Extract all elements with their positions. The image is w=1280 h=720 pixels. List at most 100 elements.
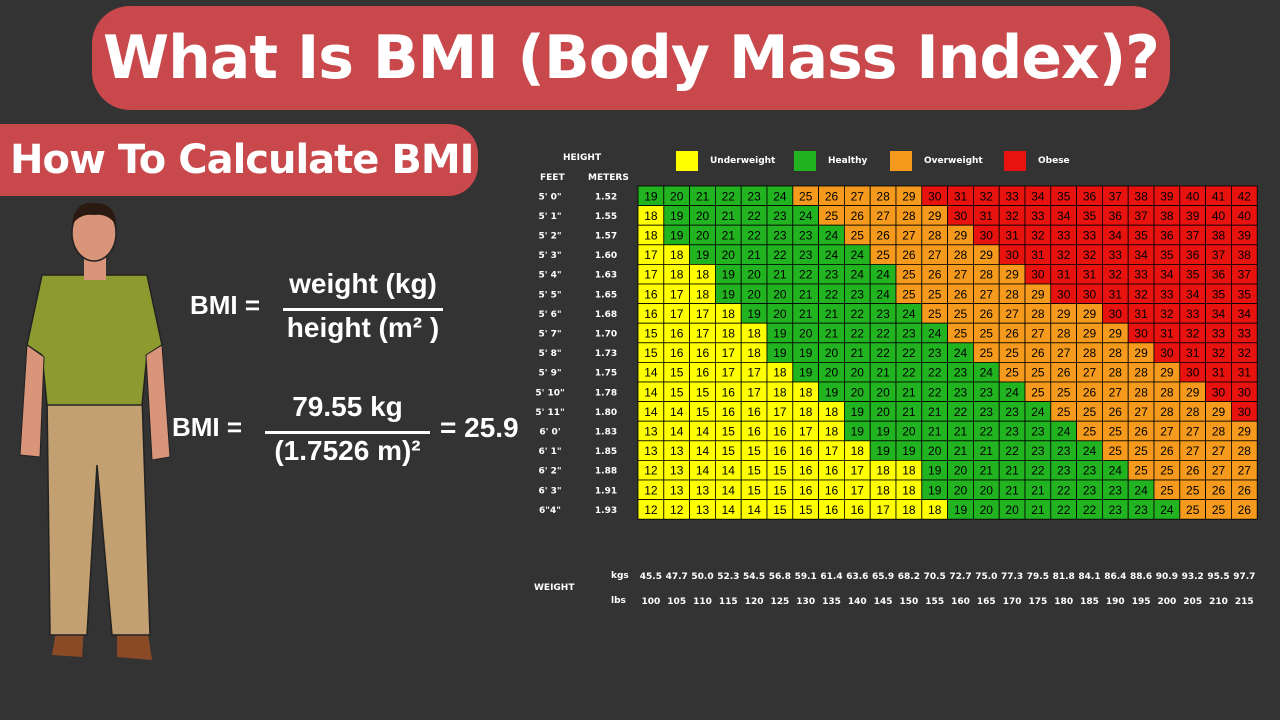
bmi-cell-label: 26 — [980, 307, 994, 321]
bmi-cell-label: 26 — [1238, 483, 1252, 497]
bmi-cell-label: 23 — [1057, 444, 1071, 458]
bmi-cell-label: 22 — [902, 366, 916, 380]
bmi-cell-label: 23 — [747, 189, 761, 203]
bmi-cell-label: 14 — [644, 405, 658, 419]
bmi-cell-label: 30 — [954, 209, 968, 223]
bmi-cell-label: 18 — [902, 464, 916, 478]
bmi-cell-label: 15 — [722, 444, 736, 458]
bmi-cell-label: 35 — [1083, 209, 1097, 223]
bmi-cell-label: 18 — [722, 307, 736, 321]
bmi-cell-label: 23 — [1083, 464, 1097, 478]
bmi-cell-label: 22 — [1031, 464, 1045, 478]
formula1-denominator: height (m² ) — [286, 312, 440, 343]
bmi-cell-label: 28 — [1083, 346, 1097, 360]
bmi-cell-label: 14 — [696, 425, 710, 439]
bmi-cell-label: 27 — [928, 248, 942, 262]
bmi-cell-label: 23 — [773, 209, 787, 223]
bmi-cell — [1231, 499, 1258, 520]
bmi-cell-label: 17 — [722, 346, 736, 360]
lbs-tick-label: 145 — [874, 597, 893, 607]
bmi-cell-label: 32 — [1031, 229, 1045, 243]
bmi-cell-label: 13 — [670, 483, 684, 497]
bmi-cell-label: 23 — [980, 385, 994, 399]
page-subtitle: How To Calculate BMI — [10, 137, 475, 183]
bmi-cell-label: 25 — [876, 248, 890, 262]
lbs-header: lbs — [611, 596, 626, 606]
bmi-cell-label: 25 — [928, 287, 942, 301]
bmi-cell-label: 21 — [954, 444, 968, 458]
bmi-cell-label: 15 — [644, 346, 658, 360]
kgs-tick-label: 54.5 — [743, 572, 765, 582]
bmi-cell-label: 38 — [1160, 209, 1174, 223]
kgs-tick-label: 45.5 — [640, 572, 662, 582]
bmi-cell-label: 29 — [1109, 327, 1123, 341]
bmi-cell-label: 20 — [799, 327, 813, 341]
bmi-cell-label: 14 — [670, 425, 684, 439]
bmi-cell-label: 18 — [825, 425, 839, 439]
bmi-cell-label: 20 — [851, 366, 865, 380]
lbs-tick-label: 170 — [1003, 597, 1022, 607]
bmi-cell-label: 17 — [747, 366, 761, 380]
bmi-cell-label: 23 — [954, 385, 968, 399]
bmi-cell-label: 24 — [954, 346, 968, 360]
bmi-cell-label: 29 — [954, 229, 968, 243]
feet-tick-label: 5' 8" — [538, 349, 561, 359]
lbs-tick-label: 210 — [1209, 597, 1228, 607]
bmi-cell-label: 18 — [876, 464, 890, 478]
bmi-cell-label: 27 — [1005, 307, 1019, 321]
bmi-cell-label: 18 — [825, 405, 839, 419]
feet-tick-label: 5' 6" — [538, 310, 561, 320]
bmi-cell-label: 27 — [1212, 464, 1226, 478]
legend-swatch-healthy — [794, 151, 816, 171]
bmi-cell-label: 16 — [722, 405, 736, 419]
bmi-cell-label: 29 — [1083, 327, 1097, 341]
bmi-cell-label: 26 — [1212, 483, 1226, 497]
bmi-cell-label: 19 — [799, 366, 813, 380]
bmi-cell-label: 19 — [954, 503, 968, 517]
bmi-cell-label: 27 — [1212, 444, 1226, 458]
feet-tick-label: 6' 3" — [538, 486, 561, 496]
bmi-cell-label: 15 — [747, 464, 761, 478]
bmi-cell-label: 28 — [1109, 346, 1123, 360]
bmi-cell-label: 13 — [670, 444, 684, 458]
bmi-cell-label: 19 — [670, 209, 684, 223]
kgs-tick-label: 52.3 — [717, 572, 739, 582]
bmi-cell-label: 20 — [773, 307, 787, 321]
bmi-cell-label: 20 — [722, 248, 736, 262]
bmi-cell-label: 18 — [670, 268, 684, 282]
weight-header: WEIGHT — [534, 583, 575, 593]
bmi-cell-label: 31 — [1031, 248, 1045, 262]
bmi-cell-label: 24 — [876, 287, 890, 301]
bmi-cell-label: 24 — [773, 189, 787, 203]
lbs-tick-label: 110 — [693, 597, 712, 607]
bmi-cell-label: 18 — [773, 366, 787, 380]
bmi-cell-label: 13 — [696, 483, 710, 497]
bmi-cell-label: 30 — [1134, 327, 1148, 341]
lbs-tick-label: 205 — [1183, 597, 1202, 607]
bmi-cell-label: 19 — [876, 425, 890, 439]
bmi-cell-label: 16 — [670, 327, 684, 341]
title-banner — [92, 6, 1170, 110]
man-illustration — [19, 202, 171, 660]
meters-tick-label: 1.73 — [595, 349, 617, 359]
bmi-cell-label: 20 — [980, 483, 994, 497]
bmi-cell-label: 18 — [644, 229, 658, 243]
bmi-cell-label: 22 — [851, 327, 865, 341]
lbs-tick-label: 200 — [1158, 597, 1177, 607]
bmi-cell-label: 24 — [928, 327, 942, 341]
bmi-cell-label: 33 — [1134, 268, 1148, 282]
bmi-cell-label: 29 — [1134, 346, 1148, 360]
bmi-cell-label: 12 — [644, 483, 658, 497]
bmi-cell-label: 26 — [851, 209, 865, 223]
kgs-tick-label: 79.5 — [1027, 572, 1049, 582]
bmi-cell-label: 26 — [902, 248, 916, 262]
bmi-cell-label: 18 — [799, 405, 813, 419]
bmi-cell-label: 18 — [773, 385, 787, 399]
bmi-cell-label: 24 — [825, 248, 839, 262]
bmi-cell-label: 37 — [1212, 248, 1226, 262]
bmi-cell-label: 34 — [1186, 287, 1200, 301]
bmi-cell-label: 39 — [1186, 209, 1200, 223]
kgs-tick-label: 70.5 — [924, 572, 946, 582]
bmi-cell-label: 33 — [1083, 229, 1097, 243]
bmi-cell-label: 26 — [1109, 405, 1123, 419]
